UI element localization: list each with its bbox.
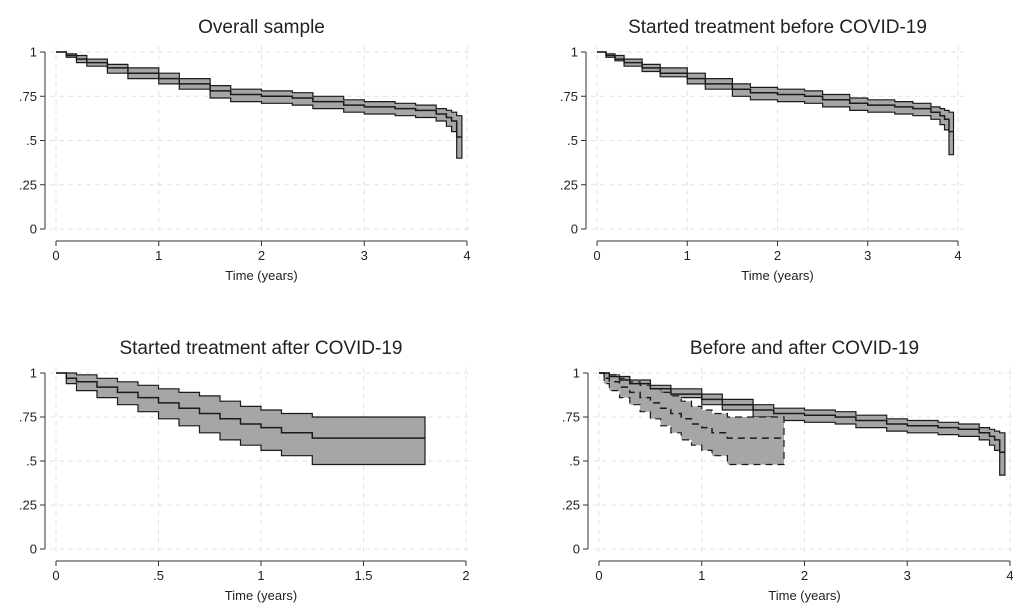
- y-tick-label: .25: [560, 177, 578, 192]
- chart-panel-1: Overall sample 0 .25 .5 .75 1 0 1 2 3 4 Time (years…: [19, 17, 473, 283]
- x-tick-label: 2: [801, 568, 808, 583]
- chart-title: Before and after COVID-19: [690, 338, 919, 359]
- x-tick-label: 1: [698, 568, 705, 583]
- survival-line-2: [599, 372, 784, 439]
- chart-panel-2: Started treatment before COVID-19 0 .25 .5.…: [560, 17, 964, 283]
- y-tick-label: .5: [567, 133, 578, 148]
- y-tick-label: 1: [571, 45, 578, 60]
- chart-title: Started treatment before COVID-19: [628, 17, 927, 38]
- x-tick-label: 2: [462, 568, 469, 583]
- y-tick-label: 0: [571, 222, 578, 237]
- y-tick-label: .25: [19, 498, 37, 513]
- x-tick-label: 3: [361, 248, 368, 263]
- x-tick-label: 0: [593, 248, 600, 263]
- x-axis-label: Time (years): [225, 588, 297, 603]
- y-tick-label: .25: [562, 498, 580, 513]
- survival-line-1: [56, 372, 425, 439]
- x-tick-label: .5: [153, 568, 164, 583]
- survival-line-1: [56, 51, 462, 138]
- x-tick-label: 1: [257, 568, 264, 583]
- chart-title: Overall sample: [198, 17, 325, 38]
- x-tick-label: 0: [595, 568, 602, 583]
- y-tick-label: 0: [573, 542, 580, 557]
- x-tick-label: 0: [52, 568, 59, 583]
- y-tick-label: .75: [19, 89, 37, 104]
- y-tick-label: .75: [562, 410, 580, 425]
- y-tick-label: .5: [569, 454, 580, 469]
- y-tick-label: 1: [30, 45, 37, 60]
- x-tick-label: 3: [904, 568, 911, 583]
- x-tick-label: 1: [684, 248, 691, 263]
- y-tick-label: .75: [19, 410, 37, 425]
- x-tick-label: 2: [258, 248, 265, 263]
- y-tick-label: .25: [19, 177, 37, 192]
- x-axis-label: Time (years): [768, 588, 840, 603]
- x-axis-label: Time (years): [741, 268, 813, 283]
- chart-title: Started treatment after COVID-19: [119, 338, 402, 359]
- y-tick-label: .5: [26, 133, 37, 148]
- survival-line-1: [597, 51, 954, 133]
- y-tick-label: 1: [30, 366, 37, 381]
- x-tick-label: 1: [155, 248, 162, 263]
- x-tick-label: 4: [954, 248, 961, 263]
- y-tick-label: 1: [573, 366, 580, 381]
- x-tick-label: 1.5: [354, 568, 372, 583]
- y-tick-label: 0: [30, 222, 37, 237]
- x-tick-label: 2: [774, 248, 781, 263]
- x-tick-label: 3: [864, 248, 871, 263]
- chart-panel-3: Started treatment after COVID-19 0 .25 .5 .7…: [19, 338, 472, 603]
- x-tick-label: 4: [1006, 568, 1013, 583]
- chart-panel-4: Before and after COVID-19 0 .25 .5 .75 1 0 1 2 3 4…: [562, 338, 1013, 603]
- x-tick-label: 4: [463, 248, 470, 263]
- y-tick-label: .5: [26, 454, 37, 469]
- y-tick-label: 0: [30, 542, 37, 557]
- y-tick-label: .75: [560, 89, 578, 104]
- x-tick-label: 0: [52, 248, 59, 263]
- survival-line-1: [599, 372, 1005, 453]
- x-axis-label: Time (years): [225, 268, 297, 283]
